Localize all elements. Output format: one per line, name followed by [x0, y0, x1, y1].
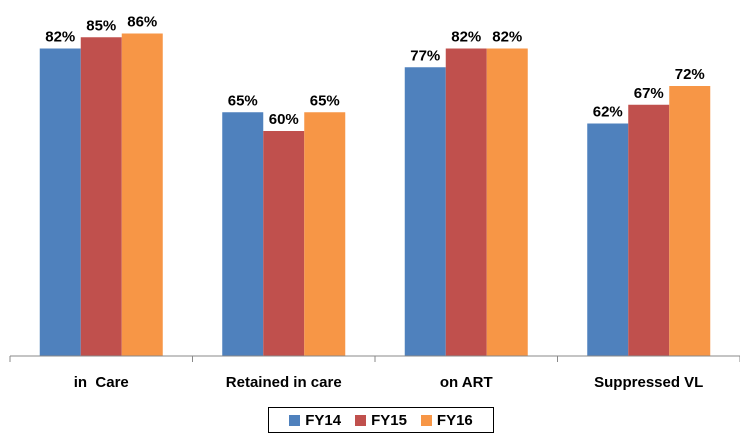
- category-label: Retained in care: [226, 374, 342, 391]
- legend-item-fy16: FY16: [420, 411, 473, 429]
- category-label: in Care: [74, 374, 129, 391]
- bar-fy16-3: [669, 86, 711, 356]
- value-label: 67%: [634, 85, 664, 102]
- bar-fy16-2: [486, 48, 528, 356]
- legend-swatch: [420, 414, 432, 426]
- bar-fy15-2: [445, 48, 487, 356]
- legend-label: FY16: [436, 411, 473, 429]
- legend: FY14 FY15 FY16: [268, 407, 494, 433]
- bars-group: [39, 33, 711, 356]
- x-axis-ticks: [9, 356, 740, 362]
- bar-fy15-0: [80, 37, 122, 356]
- legend-item-fy14: FY14: [289, 412, 341, 429]
- legend-swatch: [355, 414, 367, 426]
- bar-fy16-0: [121, 33, 163, 356]
- legend-swatch: [289, 414, 301, 426]
- bar-fy15-3: [628, 104, 670, 356]
- value-label: 77%: [410, 47, 440, 64]
- category-label: Suppressed VL: [594, 374, 703, 391]
- legend-label: FY14: [305, 411, 342, 429]
- bar-fy14-0: [39, 48, 81, 356]
- legend-item-fy15: FY15: [355, 412, 407, 429]
- bar-fy15-1: [263, 131, 305, 356]
- value-label: 82%: [45, 29, 75, 46]
- category-label: on ART: [440, 374, 493, 391]
- bar-fy16-1: [304, 112, 346, 356]
- value-label: 82%: [492, 29, 522, 46]
- value-label: 85%: [86, 17, 116, 34]
- category-labels-group: in Care Retained in care on ART Suppressed …: [74, 374, 704, 391]
- value-label: 86%: [127, 14, 157, 31]
- value-label: 72%: [675, 66, 705, 83]
- value-label: 60%: [269, 111, 299, 128]
- bar-fy14-3: [587, 123, 629, 356]
- value-label: 65%: [310, 92, 340, 109]
- value-labels-group: 82% 85% 86% 65% 60% 65% 77% 82% 82% 62% 67% 72%: [45, 14, 705, 129]
- value-label: 62%: [593, 104, 623, 121]
- bar-fy14-1: [222, 112, 264, 356]
- bar-fy14-2: [404, 67, 446, 356]
- value-label: 82%: [451, 29, 481, 46]
- value-label: 65%: [228, 92, 258, 109]
- legend-label: FY15: [371, 411, 407, 429]
